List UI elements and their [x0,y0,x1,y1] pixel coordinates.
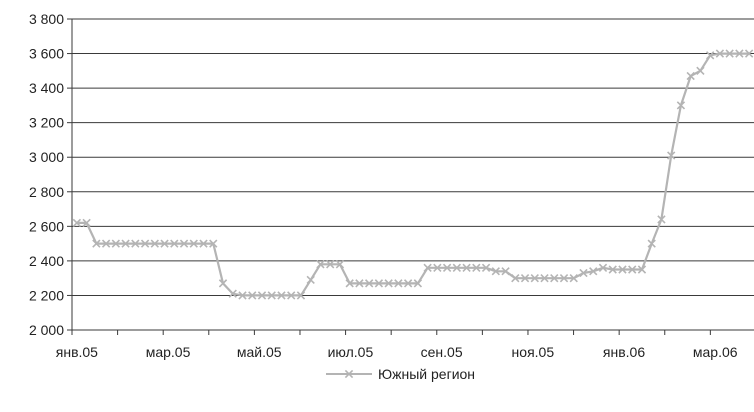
series-group [72,49,754,300]
y-axis-tick-labels: 2 000 2 200 2 400 2 600 2 800 3 000 3 200 3 400… [29,11,64,338]
data-point-marker [686,71,695,81]
data-point-marker [628,265,637,274]
data-point-marker [423,263,432,272]
y-tick-label: 2 400 [29,253,64,269]
data-point-marker [82,218,91,228]
data-point-marker [637,265,647,274]
data-point-marker [442,263,452,272]
data-point-marker [384,279,393,288]
y-tick-label: 3 200 [29,115,64,131]
data-point-marker [131,239,140,248]
data-point-marker [121,239,130,248]
x-tick-label: янв.06 [603,344,645,360]
data-point-marker [111,239,121,248]
data-point-marker [705,51,715,60]
y-tick-label: 2 200 [29,287,64,303]
data-point-marker [696,66,705,75]
data-point-marker [140,239,150,248]
data-point-marker [403,279,413,288]
y-tick-label: 2 600 [29,218,64,234]
x-tick-label: сен.05 [421,344,463,360]
data-point-marker [657,215,666,224]
data-point-marker [355,279,364,288]
data-point-marker [735,49,744,58]
data-point-marker [579,268,588,278]
data-point-marker [199,239,208,248]
data-point-marker [462,263,471,272]
data-point-marker [72,218,82,228]
y-tick-label: 2 000 [29,322,64,338]
data-point-marker [189,239,198,248]
x-tick-label: май.05 [237,344,282,360]
x-tick-label: янв.05 [56,344,98,360]
data-point-marker [238,291,247,300]
data-point-marker [618,265,627,274]
y-tick-label: 3 400 [29,80,64,96]
series-line [76,52,750,297]
data-point-marker [715,49,725,58]
x-axis-tick-labels: янв.05 мар.05 май.05 июл.05 сен.05 ноя.05 янв.… [56,330,738,360]
data-point-marker [170,239,179,248]
data-point-marker [452,263,462,272]
data-point-marker [520,274,530,283]
data-point-marker [345,279,354,288]
y-tick-label: 3 000 [29,149,64,165]
data-point-marker [179,239,189,248]
data-point-marker [160,239,169,248]
data-point-marker [559,274,569,283]
data-point-marker [511,274,520,283]
legend-marker-swatch [344,369,354,379]
data-point-marker [676,101,686,110]
data-point-marker [287,291,296,300]
data-point-marker [101,239,111,248]
y-tick-label: 2 800 [29,184,64,200]
data-point-marker [92,239,101,248]
data-point-marker [316,260,325,269]
data-point-marker [218,279,228,288]
legend-label: Южный регион [378,366,475,382]
data-point-marker [647,239,656,248]
gridlines [67,18,754,331]
data-point-marker [667,151,676,160]
data-point-marker [598,263,608,272]
data-point-marker [491,267,500,276]
data-point-marker [364,279,374,288]
data-point-marker [569,274,578,283]
x-tick-label: мар.05 [146,344,191,360]
data-point-marker [374,279,384,288]
data-point-marker [209,239,218,248]
data-point-marker [550,274,559,283]
data-point-marker [472,263,481,272]
data-point-marker [608,265,617,274]
data-point-marker [413,279,423,288]
y-tick-label: 3 600 [29,46,64,62]
data-point-marker [248,291,257,300]
data-point-marker [481,263,491,272]
data-point-marker [530,274,539,283]
legend: Южный регион [326,366,475,382]
y-tick-label: 3 800 [29,11,64,27]
data-point-marker [744,49,754,58]
data-point-marker [540,274,549,283]
data-point-marker [335,260,345,269]
data-point-marker [267,291,276,300]
data-point-marker [589,267,598,276]
data-point-marker [306,275,315,285]
x-tick-label: ноя.05 [512,344,555,360]
data-point-marker [433,263,442,272]
data-point-marker [257,291,267,300]
data-point-marker [725,49,734,58]
x-tick-label: мар.06 [693,344,738,360]
x-tick-label: июл.05 [328,344,374,360]
data-point-marker [277,291,286,300]
data-point-marker [228,289,237,298]
data-point-marker [394,279,403,288]
data-point-marker [296,291,306,300]
axes [71,19,754,331]
data-point-marker [326,260,335,269]
data-point-marker [501,267,510,276]
data-point-marker [150,239,159,248]
